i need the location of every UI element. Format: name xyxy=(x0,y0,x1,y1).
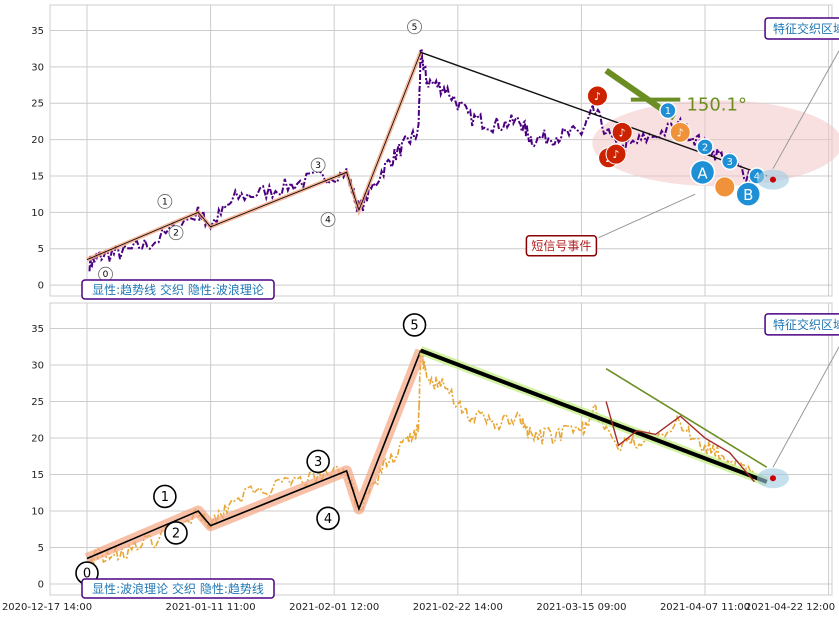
caption-box xyxy=(81,279,275,300)
sub-wave-marker xyxy=(720,152,739,171)
y-tick-label: 15 xyxy=(31,171,44,182)
signal-zone-ellipse xyxy=(592,100,839,187)
y-tick-label: 0 xyxy=(38,580,44,591)
zone-target-dot xyxy=(769,475,776,482)
zone-label: 特征交织区域 xyxy=(773,21,839,36)
sub-wave-marker xyxy=(689,159,716,186)
trend-line xyxy=(420,348,768,484)
signal-marker-label: ♪ xyxy=(612,148,619,161)
wave-marker xyxy=(310,157,326,173)
signal-marker xyxy=(586,85,608,107)
trend-line xyxy=(420,51,768,177)
wave-marker xyxy=(164,521,188,545)
x-tick-label: 2021-03-15 09:00 xyxy=(536,602,626,613)
sub-wave-label: A xyxy=(697,164,708,182)
x-tick-label: 2020-12-17 14:00 xyxy=(2,602,92,613)
angle-label: 150.1° xyxy=(686,94,747,115)
y-tick-label: 0 xyxy=(38,281,44,292)
y-tick-label: 10 xyxy=(31,208,44,219)
wave-marker-label: 3 xyxy=(315,161,321,171)
panel-caption: 显性:波浪理论 交织 隐性:趋势线 xyxy=(92,581,264,596)
x-tick-label: 2021-02-22 14:00 xyxy=(413,602,503,613)
wave-marker-label: 2 xyxy=(173,229,179,239)
zone-label-box xyxy=(764,17,839,40)
wave-marker-label: 1 xyxy=(161,490,169,505)
sub-wave-label: 1 xyxy=(665,106,671,117)
wave-marker-label: 5 xyxy=(412,23,418,33)
signal-marker xyxy=(605,143,627,165)
wave-marker xyxy=(153,484,177,509)
y-tick-label: 20 xyxy=(31,434,44,445)
signal-marker xyxy=(611,121,633,143)
signal-marker-label: ♪ xyxy=(594,90,601,103)
y-tick-label: 15 xyxy=(31,470,44,481)
y-tick-label: 30 xyxy=(31,361,44,372)
zone-arrow xyxy=(772,49,839,169)
wave-marker xyxy=(316,506,340,531)
event-arrow xyxy=(598,193,696,239)
wave-marker-label: 1 xyxy=(162,197,168,207)
caption-box xyxy=(81,578,275,599)
sub-wave-marker xyxy=(735,181,762,207)
sub-wave-label: 3 xyxy=(727,157,733,168)
zone-target-dot xyxy=(769,176,776,183)
wave-marker xyxy=(157,194,173,209)
zone-label: 特征交织区域 xyxy=(773,317,839,332)
event-label: 短信号事件 xyxy=(531,239,591,253)
panel-1: 05101520253035012345♪♪♪♪♪1234AB150.1°短信号… xyxy=(31,4,839,300)
wave-marker xyxy=(320,212,336,228)
x-tick-label: 2021-02-01 12:00 xyxy=(289,602,379,613)
sub-wave-label: 4 xyxy=(754,171,760,182)
sub-wave-label: B xyxy=(743,186,753,204)
signal-marker-label: ♪ xyxy=(619,126,626,139)
y-tick-label: 5 xyxy=(38,543,44,554)
signal-marker xyxy=(669,121,691,143)
x-tick-label: 2021-04-22 12:00 xyxy=(745,602,835,613)
y-tick-label: 35 xyxy=(31,26,44,37)
y-tick-label: 30 xyxy=(31,62,44,73)
wave-line xyxy=(86,52,422,260)
wave-marker-label: 4 xyxy=(324,512,332,527)
zone-label-box xyxy=(764,313,839,336)
y-tick-label: 20 xyxy=(31,135,44,146)
sub-wave-marker xyxy=(696,138,714,156)
wave-line xyxy=(86,350,422,560)
y-tick-label: 10 xyxy=(31,507,44,518)
signal-marker-label: ♪ xyxy=(677,126,684,139)
panel-caption: 显性:趋势线 交织 隐性:波浪理论 xyxy=(92,282,264,297)
wave-marker-label: 5 xyxy=(410,318,418,333)
wave-marker xyxy=(168,225,184,241)
wave-marker-label: 4 xyxy=(325,216,331,226)
y-tick-label: 25 xyxy=(31,397,44,408)
wave-marker xyxy=(402,313,427,337)
event-label-box xyxy=(525,235,598,257)
y-tick-label: 25 xyxy=(31,99,44,110)
x-tick-label: 2021-01-11 11:00 xyxy=(166,602,256,613)
zone-arrow xyxy=(772,345,839,468)
x-tick-label: 2021-04-07 11:00 xyxy=(660,602,750,613)
wave-marker xyxy=(407,19,422,35)
wave-marker-label: 0 xyxy=(83,567,91,582)
wave-marker xyxy=(306,449,330,474)
y-tick-label: 35 xyxy=(31,324,44,335)
secondary-trend xyxy=(605,368,768,468)
sub-wave-marker xyxy=(659,101,677,120)
wave-marker-label: 2 xyxy=(172,526,180,541)
signal-marker xyxy=(714,176,736,198)
y-tick-label: 5 xyxy=(38,244,44,255)
sub-wave-label: 2 xyxy=(702,142,708,153)
wave-marker-label: 0 xyxy=(103,270,109,280)
zigzag-line xyxy=(605,401,755,483)
wave-marker-label: 3 xyxy=(314,455,322,470)
